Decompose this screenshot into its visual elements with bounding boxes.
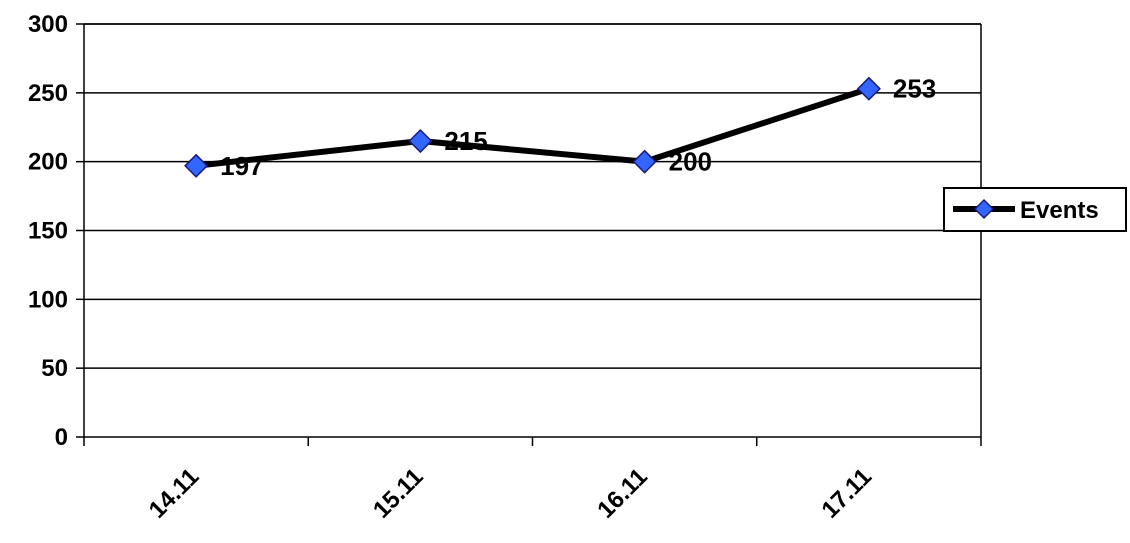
data-point (856, 76, 881, 101)
data-label: 253 (893, 74, 936, 104)
y-tick-label: 150 (28, 218, 68, 245)
gridlines (84, 23, 981, 369)
x-tick-label: 16.11 (592, 463, 653, 524)
data-point (632, 149, 657, 174)
y-tick-label: 100 (28, 286, 68, 313)
data-labels: 197 215 200 253 (220, 74, 936, 181)
data-label: 215 (444, 126, 487, 156)
data-label: 200 (669, 147, 712, 177)
x-tick-label: 15.11 (368, 463, 429, 524)
y-tick-label: 50 (41, 355, 68, 382)
axes: 0 50 100 150 200 250 300 14.11 15.11 16.11 17.11 (28, 11, 982, 524)
data-point (184, 153, 209, 178)
y-tick-label: 250 (28, 80, 68, 107)
legend: Events (943, 187, 1127, 232)
y-tick-label: 300 (28, 11, 68, 38)
y-tick-label: 200 (28, 149, 68, 176)
data-point (408, 128, 433, 154)
series-line (193, 85, 872, 169)
x-tick-label: 14.11 (144, 463, 205, 524)
data-label: 197 (220, 151, 263, 181)
y-tick-label: 0 (55, 424, 68, 451)
legend-marker (973, 198, 995, 220)
legend-label: Events (1020, 197, 1099, 224)
x-tick-label: 17.11 (816, 463, 877, 524)
series-events (184, 76, 881, 178)
